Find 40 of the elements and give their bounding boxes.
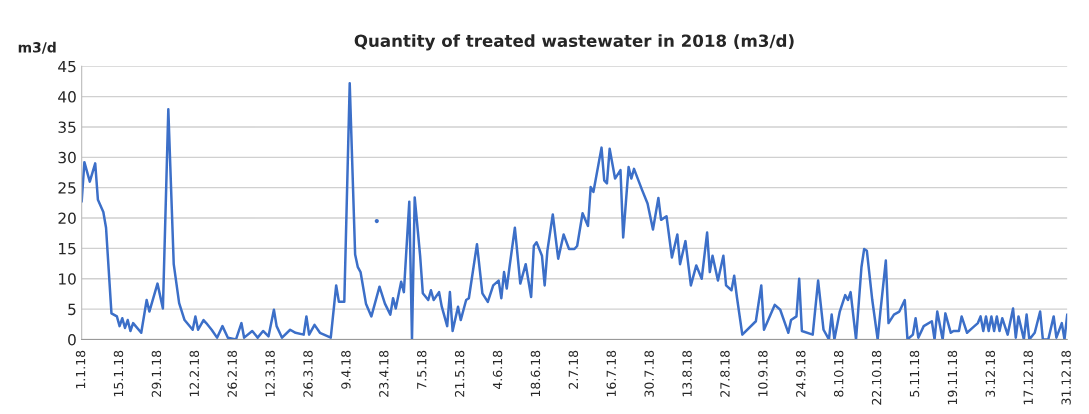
x-tick-label: 4.6.18 [492, 350, 503, 390]
y-tick-label: 40 [58, 91, 76, 103]
y-tick-label: 10 [59, 273, 76, 285]
x-tick-label: 13.8.18 [682, 350, 692, 397]
x-tick-label: 27.8.18 [720, 350, 730, 397]
x-tick-label: 1.1.18 [75, 350, 86, 389]
x-tick-label: 7.5.18 [417, 350, 427, 389]
x-tick-label: 24.9.18 [796, 350, 806, 397]
x-tick-label: 22.10.18 [871, 350, 882, 405]
x-tick-label: 18.6.18 [530, 350, 541, 397]
x-tick-label: 9.4.18 [341, 350, 351, 389]
x-tick-label: 12.2.18 [189, 350, 200, 397]
x-tick-label: 26.3.18 [303, 350, 313, 397]
y-axis-title: m3/d [18, 41, 56, 54]
x-tick-label: 26.2.18 [227, 350, 237, 397]
y-tick-label: 35 [58, 121, 76, 133]
x-tick-label: 19.11.18 [947, 350, 958, 405]
x-tick-label: 21.5.18 [454, 350, 465, 397]
y-tick-label: 30 [58, 151, 76, 164]
x-tick-label: 8.10.18 [833, 350, 844, 397]
chart-title: Quantity of treated wastewater in 2018 (m3/d) [354, 34, 794, 51]
x-tick-label: 15.1.18 [113, 350, 124, 397]
y-tick-label: 20 [58, 212, 76, 225]
y-tick-label: 45 [58, 60, 76, 73]
y-tick-label: 5 [68, 303, 76, 316]
x-tick-label: 2.7.18 [568, 350, 579, 389]
x-tick-label: 31.12.18 [1061, 350, 1071, 405]
x-tick-label: 23.4.18 [379, 350, 389, 397]
x-tick-label: 30.7.18 [644, 350, 654, 397]
x-tick-label: 29.1.18 [151, 350, 162, 397]
x-tick-label: 3.12.18 [985, 350, 996, 397]
line-series [81, 81, 1068, 340]
x-tick-label: 16.7.18 [606, 350, 616, 397]
x-tick-label: 12.3.18 [265, 350, 275, 397]
x-tick-label: 10.9.18 [758, 350, 768, 397]
y-tick-label: 15 [59, 243, 76, 255]
x-tick-label: 5.11.18 [909, 350, 920, 397]
x-tick-label: 17.12.18 [1023, 350, 1033, 405]
y-tick-label: 0 [68, 333, 76, 346]
y-tick-label: 25 [58, 182, 76, 194]
